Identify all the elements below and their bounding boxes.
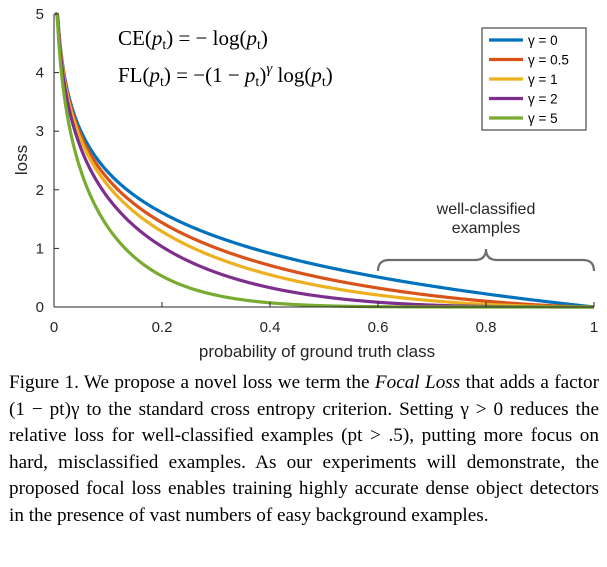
x-tick-label: 0: [50, 319, 58, 336]
legend-items: γ = 0 γ = 0.5 γ = 1 γ = 2 γ = 5: [489, 33, 569, 126]
legend-label: γ = 1: [528, 72, 558, 87]
y-tick-label: 0: [36, 299, 44, 316]
annotation-line1: well-classified: [436, 201, 536, 218]
x-tick-label: 0.6: [368, 319, 389, 336]
y-tick-label: 5: [36, 6, 44, 23]
equations: CE(pt) = − log(pt) FL(pt) = −(1 − pt)γ l…: [118, 26, 333, 90]
x-tick-label: 0.2: [152, 319, 173, 336]
fl-equation: FL(pt) = −(1 − pt)γ log(pt): [118, 61, 333, 90]
series-line: [54, 12, 595, 309]
legend-label: γ = 5: [528, 111, 558, 126]
x-tick-label: 0.8: [476, 319, 497, 336]
ce-equation: CE(pt) = − log(pt): [118, 26, 268, 53]
annotation-line2: examples: [452, 220, 520, 237]
y-tick-label: 2: [36, 182, 44, 199]
focal-loss-chart: 0 0.2 0.4 0.6 0.8 1 0 1 2 3 4 5 probability of gro…: [12, 6, 598, 361]
caption-suffix: that adds a factor (1 − pt)γ to the stan…: [9, 372, 599, 526]
caption-prefix: Figure 1. We propose a novel loss we ter…: [9, 372, 375, 393]
y-tick-label: 4: [36, 65, 44, 82]
figure-caption: Figure 1. We propose a novel loss we ter…: [9, 370, 599, 529]
legend-label: γ = 2: [528, 92, 558, 107]
legend: γ = 0 γ = 0.5 γ = 1 γ = 2 γ = 5: [481, 27, 587, 131]
y-axis-label: loss: [12, 145, 31, 175]
y-tick-label: 1: [36, 240, 44, 257]
annotation-brace: [376, 248, 596, 272]
y-tick-label: 3: [36, 123, 44, 140]
x-tick-label: 1: [590, 319, 598, 336]
legend-label: γ = 0: [528, 33, 558, 48]
x-axis-label: probability of ground truth class: [199, 342, 435, 361]
series-line: [54, 12, 595, 309]
y-ticks: 0 1 2 3 4 5: [36, 6, 59, 316]
x-ticks: 0 0.2 0.4 0.6 0.8 1: [50, 302, 598, 336]
well-classified-annotation: well-classified examples: [376, 201, 596, 272]
legend-label: γ = 0.5: [528, 53, 569, 68]
caption-emphasis: Focal Loss: [374, 372, 461, 393]
x-tick-label: 0.4: [260, 319, 281, 336]
